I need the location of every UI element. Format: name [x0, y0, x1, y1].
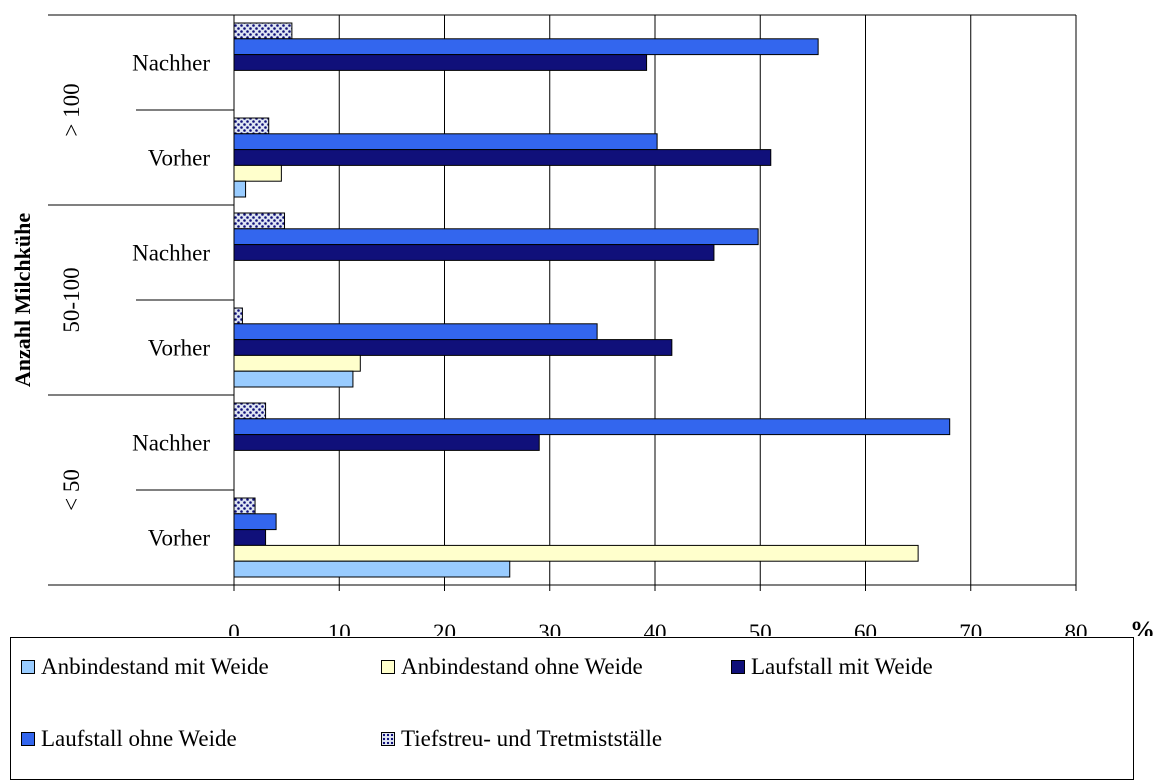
bar: [233, 434, 540, 451]
bar-chart: 0 10 20 30 40 50 60 70 80 Nachher Vorher Nachher Vo…: [10, 14, 1155, 636]
bar: [233, 513, 277, 531]
axes: [48, 14, 1077, 591]
x-tick-labels: 0 10 20 30 40 50 60 70 80: [228, 620, 1087, 636]
bar: [233, 307, 243, 325]
legend-swatch: [381, 732, 395, 746]
bar: [233, 497, 256, 515]
bar: [233, 544, 919, 562]
x-tick-label: 50: [749, 620, 772, 636]
bar: [233, 180, 247, 198]
bar: [233, 402, 267, 420]
bar: [233, 560, 511, 578]
legend-item: Anbindestand ohne Weide: [381, 654, 643, 680]
legend-item: Anbindestand mit Weide: [21, 654, 269, 680]
x-tick-label: 10: [328, 620, 351, 636]
group-labels: > 100 50-100 < 50: [59, 83, 84, 510]
bar: [233, 418, 951, 436]
group-label: 50-100: [59, 267, 84, 332]
x-tick-label: 60: [854, 620, 877, 636]
legend-item: Laufstall ohne Weide: [21, 726, 237, 752]
category-label: Nachher: [132, 241, 210, 266]
legend-swatch: [21, 732, 35, 746]
legend-item: Tiefstreu- und Tretmistställe: [381, 726, 662, 752]
legend-swatch: [21, 660, 35, 674]
group-label: < 50: [59, 469, 84, 511]
x-tick-label: 20: [433, 620, 456, 636]
x-tick-label: 40: [644, 620, 667, 636]
bar: [233, 370, 354, 388]
legend-item: Laufstall mit Weide: [731, 654, 933, 680]
gridlines: [338, 15, 1077, 585]
y-axis-title: Anzahl Milchkühe: [10, 213, 35, 387]
legend-swatch: [381, 660, 395, 674]
bar: [233, 323, 598, 341]
bar: [233, 339, 673, 356]
legend-label: Tiefstreu- und Tretmistställe: [401, 726, 663, 751]
group-label: > 100: [59, 83, 84, 136]
category-labels: Nachher Vorher Nachher Vorher Nachher Vorher: [132, 51, 210, 551]
legend-label: Laufstall mit Weide: [751, 654, 933, 679]
bar: [233, 22, 293, 40]
legend: Anbindestand mit Weide Anbindestand ohne …: [10, 637, 1134, 780]
x-tick-label: 70: [959, 620, 982, 636]
bars: [233, 22, 951, 578]
category-label: Vorher: [148, 336, 211, 361]
bar: [233, 164, 282, 182]
bar: [233, 54, 648, 71]
legend-label: Anbindestand mit Weide: [41, 654, 269, 679]
category-label: Nachher: [132, 51, 210, 76]
bar: [233, 212, 286, 230]
bar: [233, 117, 270, 135]
bar: [233, 354, 361, 372]
bar: [233, 133, 658, 151]
category-label: Nachher: [132, 431, 210, 456]
category-label: Vorher: [148, 526, 211, 551]
legend-swatch: [731, 660, 745, 674]
legend-label: Laufstall ohne Weide: [41, 726, 237, 751]
x-tick-label: 30: [538, 620, 561, 636]
bar: [233, 228, 759, 246]
x-tick-label: 0: [228, 620, 240, 636]
bar: [233, 529, 267, 546]
x-tick-label: 80: [1065, 620, 1088, 636]
category-label: Vorher: [148, 146, 211, 171]
x-axis-unit: %: [1130, 617, 1155, 636]
bar: [233, 38, 819, 56]
legend-label: Anbindestand ohne Weide: [401, 654, 643, 679]
bar: [233, 149, 772, 166]
bar: [233, 244, 715, 261]
